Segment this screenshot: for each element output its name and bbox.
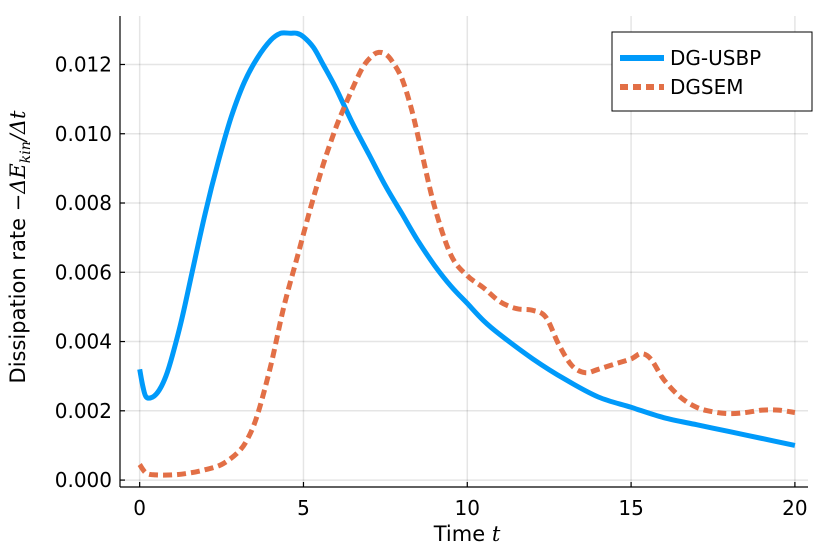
x-tick-label: 10	[455, 496, 480, 520]
y-tick-label: 0.004	[55, 330, 112, 354]
y-tick-label: 0.012	[55, 52, 112, 76]
x-axis-label: Time t	[433, 522, 501, 546]
series-line-dg-usbp	[137, 30, 796, 448]
x-tick-label: 5	[297, 496, 310, 520]
legend: DG-USBP DGSEM	[611, 31, 813, 112]
x-tick-label: 20	[782, 496, 807, 520]
legend-label-dg-usbp: DG-USBP	[670, 46, 761, 70]
y-tick-label: 0.000	[55, 468, 112, 492]
y-tick-label: 0.008	[55, 191, 112, 215]
x-tick-label: 0	[133, 496, 146, 520]
y-tick-label: 0.010	[55, 122, 112, 146]
y-tick-label: 0.006	[55, 260, 112, 284]
series-layer	[137, 30, 796, 478]
axes	[119, 16, 808, 488]
grid	[120, 16, 808, 487]
legend-label-dgsem: DGSEM	[670, 75, 744, 99]
y-axis-label: Dissipation rate −ΔEkin/Δt	[6, 110, 34, 384]
tick-labels: 0 5 10 15 20 0.000 0.002 0.004 0.006 0.008 0.010 0.…	[55, 52, 808, 520]
x-tick-label: 15	[618, 496, 643, 520]
y-tick-label: 0.002	[55, 399, 112, 423]
legend-box	[611, 31, 813, 112]
series-line-dgsem	[137, 49, 796, 478]
